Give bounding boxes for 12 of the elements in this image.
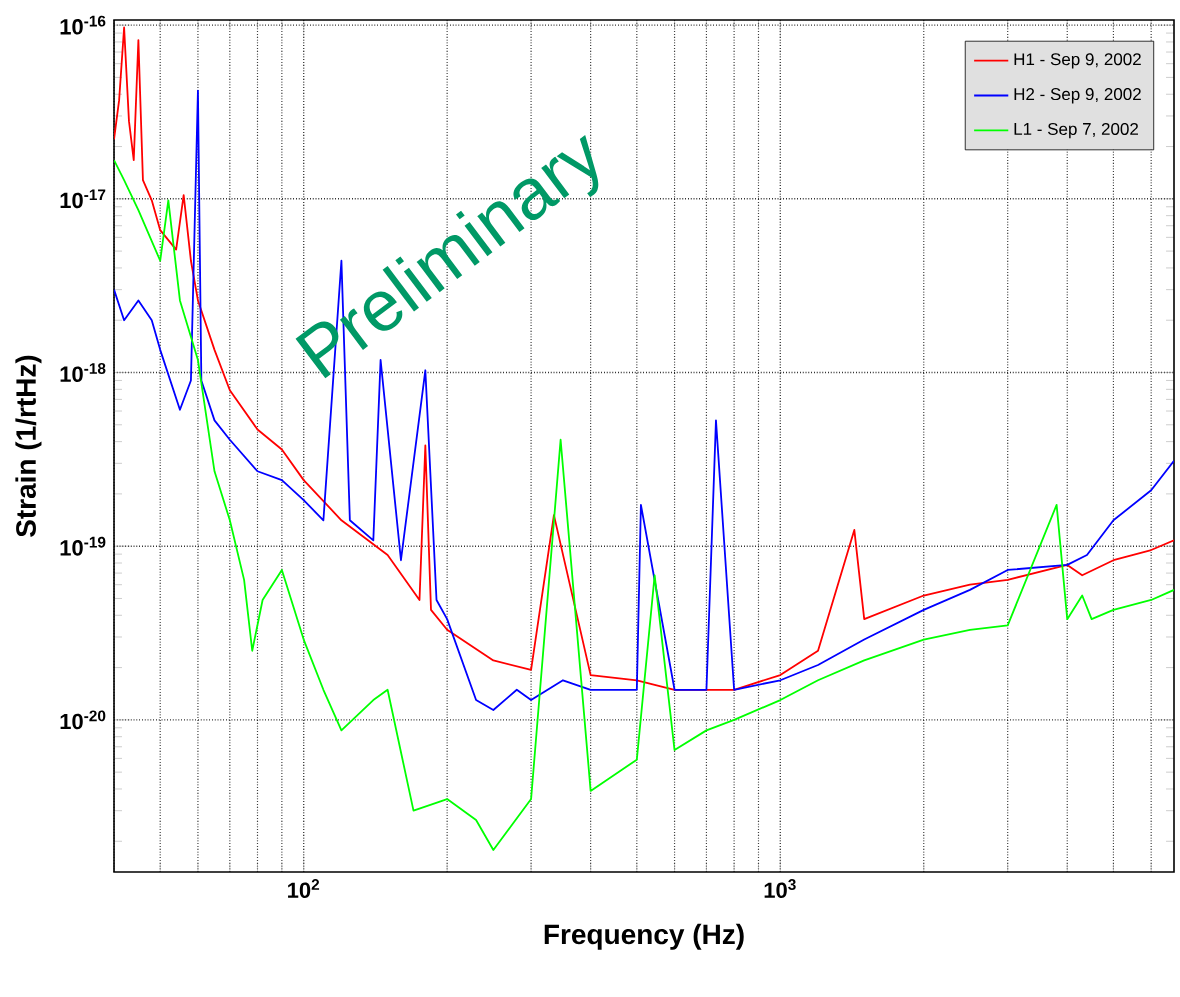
y-axis-title: Strain (1/rtHz) bbox=[15, 355, 42, 537]
x-axis-title: Frequency (Hz) bbox=[544, 923, 744, 950]
y-tick-label: 10$^{-19}$ bbox=[60, 536, 106, 556]
y-tick-label: 10$^{-17}$ bbox=[60, 189, 106, 209]
legend-label: H1 - Sep 9, 2002 bbox=[1014, 53, 1141, 69]
legend-label: L1 - Sep 7, 2002 bbox=[1014, 122, 1138, 139]
x-tick-label: 10$^{3}$ bbox=[764, 879, 796, 899]
y-tick-label: 10$^{-20}$ bbox=[60, 710, 106, 730]
y-tick-label: 10$^{-16}$ bbox=[60, 15, 106, 35]
y-tick-label: 10$^{-18}$ bbox=[60, 363, 106, 382]
x-tick-label: 10$^{2}$ bbox=[288, 879, 320, 899]
legend-label: H2 - Sep 9, 2002 bbox=[1014, 88, 1141, 104]
